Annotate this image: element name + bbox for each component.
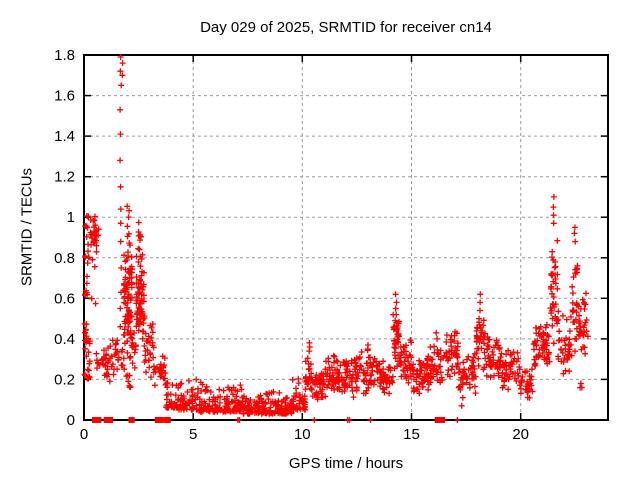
y-tick-label: 0	[67, 412, 75, 429]
zero-value-marker	[128, 417, 135, 423]
y-tick-label: 0.2	[54, 371, 75, 388]
y-tick-label: 1.8	[54, 47, 75, 64]
y-tick-label: 0.6	[54, 290, 75, 307]
y-tick-label: 0.4	[54, 331, 75, 348]
y-tick-label: 1.6	[54, 88, 75, 105]
y-tick-label: 1.4	[54, 128, 75, 145]
y-tick-label: 1.2	[54, 169, 75, 186]
zero-value-marker	[164, 417, 171, 423]
zero-value-marker	[95, 417, 102, 423]
y-tick-label: 0.8	[54, 250, 75, 267]
zero-value-marker	[107, 417, 114, 423]
x-axis-label: GPS time / hours	[288, 455, 404, 472]
x-tick-label: 20	[512, 426, 529, 443]
chart-title: Day 029 of 2025, SRMTID for receiver cn1…	[200, 19, 492, 36]
x-tick-label: 10	[294, 426, 311, 443]
zero-value-marker	[157, 417, 163, 423]
scatter-points	[81, 54, 591, 423]
zero-value-marker	[439, 417, 446, 423]
y-tick-label: 1	[67, 209, 75, 226]
x-tick-label: 5	[189, 426, 197, 443]
x-tick-label: 15	[403, 426, 420, 443]
x-tick-label: 0	[80, 426, 88, 443]
